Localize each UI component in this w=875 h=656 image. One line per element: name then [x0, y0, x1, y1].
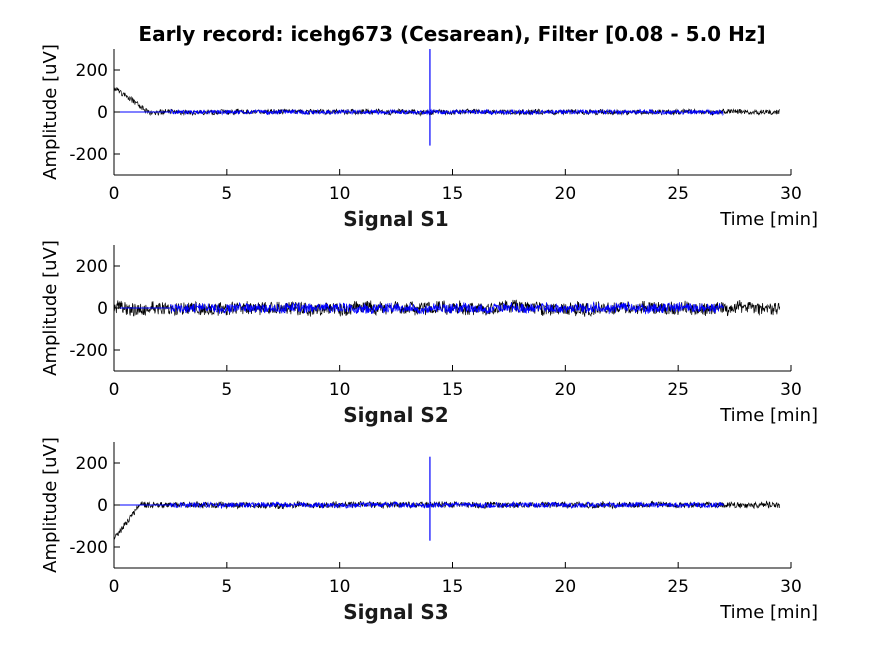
y-tick-label: 200	[76, 257, 108, 277]
x-tick-label: 25	[667, 380, 689, 400]
series-line-2	[170, 500, 724, 510]
x-tick-label: 0	[109, 184, 120, 204]
x-tick-label: 15	[442, 380, 464, 400]
plot-area	[114, 456, 781, 541]
subplot-label: Signal S2	[343, 403, 448, 427]
x-tick-label: 20	[555, 380, 577, 400]
x-tick-label: 25	[667, 184, 689, 204]
x-tick-label: 5	[221, 577, 232, 597]
y-tick-label: 0	[97, 299, 108, 319]
y-tick-label: -200	[69, 341, 108, 361]
y-axis-label: Amplitude [uV]	[40, 437, 61, 573]
series-line-2	[170, 301, 724, 315]
x-axis-label: Time [min]	[719, 209, 818, 230]
y-axis-label: Amplitude [uV]	[40, 44, 61, 180]
y-tick-label: -200	[69, 538, 108, 558]
y-axis-label: Amplitude [uV]	[40, 240, 61, 376]
y-tick-label: 200	[76, 454, 108, 474]
x-tick-label: 30	[780, 184, 802, 204]
x-tick-label: 25	[667, 577, 689, 597]
x-axis-label: Time [min]	[719, 405, 818, 426]
x-tick-label: 0	[109, 577, 120, 597]
series-line-1	[114, 299, 781, 318]
x-tick-label: 20	[555, 577, 577, 597]
x-tick-label: 30	[780, 380, 802, 400]
series-line-2	[170, 108, 724, 117]
x-tick-label: 15	[442, 577, 464, 597]
subplot-label: Signal S3	[343, 600, 448, 624]
x-tick-label: 20	[555, 184, 577, 204]
x-tick-label: 10	[329, 184, 351, 204]
series-line-1	[114, 500, 781, 541]
x-tick-label: 5	[221, 184, 232, 204]
y-tick-label: 200	[76, 61, 108, 81]
y-tick-label: 0	[97, 103, 108, 123]
x-tick-label: 30	[780, 577, 802, 597]
x-tick-label: 5	[221, 380, 232, 400]
x-tick-label: 15	[442, 184, 464, 204]
x-tick-label: 10	[329, 577, 351, 597]
x-axis-label: Time [min]	[719, 602, 818, 623]
y-tick-label: -200	[69, 145, 108, 165]
subplot-label: Signal S1	[343, 207, 448, 231]
x-tick-label: 10	[329, 380, 351, 400]
y-tick-label: 0	[97, 496, 108, 516]
x-tick-label: 0	[109, 380, 120, 400]
plot-area	[114, 49, 780, 146]
plot-area	[114, 299, 781, 318]
figure-title: Early record: icehg673 (Cesarean), Filte…	[138, 22, 765, 46]
